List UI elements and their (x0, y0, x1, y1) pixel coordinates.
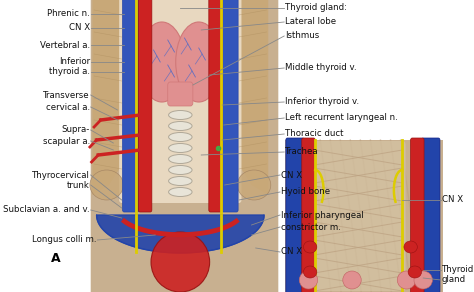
Text: Thoracic duct: Thoracic duct (285, 129, 344, 138)
Text: scapular a.: scapular a. (43, 136, 90, 145)
Text: Phrenic n.: Phrenic n. (47, 10, 90, 18)
FancyBboxPatch shape (311, 141, 406, 291)
FancyBboxPatch shape (421, 138, 440, 292)
FancyBboxPatch shape (123, 0, 139, 212)
Ellipse shape (169, 176, 192, 185)
Ellipse shape (343, 271, 361, 289)
Text: CN X: CN X (281, 171, 302, 180)
Text: Hyoid bone: Hyoid bone (281, 187, 330, 197)
FancyBboxPatch shape (168, 82, 193, 106)
Ellipse shape (299, 271, 318, 289)
Ellipse shape (169, 121, 192, 131)
Text: Supra-: Supra- (62, 126, 90, 135)
FancyBboxPatch shape (119, 0, 241, 203)
Ellipse shape (176, 22, 222, 102)
Text: Middle thyroid v.: Middle thyroid v. (285, 63, 356, 72)
Text: Vertebral a.: Vertebral a. (40, 41, 90, 50)
Text: Inferior pharyngeal: Inferior pharyngeal (281, 211, 364, 220)
Polygon shape (92, 0, 122, 195)
Text: trunk: trunk (67, 180, 90, 190)
Text: gland: gland (442, 275, 466, 284)
FancyBboxPatch shape (286, 138, 304, 292)
FancyBboxPatch shape (138, 0, 152, 212)
FancyBboxPatch shape (209, 0, 222, 212)
Ellipse shape (169, 154, 192, 164)
Polygon shape (97, 215, 264, 253)
FancyBboxPatch shape (410, 138, 424, 292)
Ellipse shape (404, 241, 417, 253)
Ellipse shape (90, 170, 123, 200)
Ellipse shape (169, 166, 192, 175)
Text: Lateral lobe: Lateral lobe (285, 18, 336, 27)
Text: Thyroid: Thyroid (442, 265, 474, 274)
Ellipse shape (303, 266, 317, 278)
FancyBboxPatch shape (302, 138, 315, 292)
Text: CN X: CN X (69, 23, 90, 32)
Ellipse shape (408, 266, 421, 278)
Ellipse shape (237, 170, 271, 200)
FancyBboxPatch shape (91, 0, 278, 292)
Text: A: A (51, 252, 60, 265)
Text: Thyrocervical: Thyrocervical (32, 171, 90, 180)
FancyBboxPatch shape (221, 0, 238, 212)
FancyBboxPatch shape (285, 140, 443, 292)
Ellipse shape (169, 187, 192, 197)
Ellipse shape (169, 143, 192, 152)
Text: Inferior: Inferior (59, 58, 90, 67)
Ellipse shape (151, 232, 210, 292)
Text: thyroid a.: thyroid a. (49, 67, 90, 77)
Polygon shape (239, 0, 268, 195)
Text: CN X: CN X (442, 196, 463, 204)
Text: constrictor m.: constrictor m. (281, 223, 341, 232)
Text: Trachea: Trachea (285, 147, 319, 157)
Ellipse shape (169, 133, 192, 142)
Text: Longus colli m.: Longus colli m. (32, 236, 97, 244)
Text: Thyroid gland:: Thyroid gland: (285, 4, 347, 13)
Text: CN X: CN X (281, 248, 302, 256)
Text: Inferior thyroid v.: Inferior thyroid v. (285, 98, 359, 107)
Text: Isthmus: Isthmus (285, 32, 319, 41)
Ellipse shape (139, 22, 185, 102)
Ellipse shape (303, 241, 317, 253)
Text: Subclavian a. and v.: Subclavian a. and v. (3, 206, 90, 215)
Text: Transverse: Transverse (43, 91, 90, 100)
Ellipse shape (169, 110, 192, 119)
Ellipse shape (397, 271, 416, 289)
FancyBboxPatch shape (46, 0, 92, 292)
Ellipse shape (414, 271, 432, 289)
Text: cervical a.: cervical a. (46, 102, 90, 112)
Text: Left recurrent laryngeal n.: Left recurrent laryngeal n. (285, 114, 398, 123)
